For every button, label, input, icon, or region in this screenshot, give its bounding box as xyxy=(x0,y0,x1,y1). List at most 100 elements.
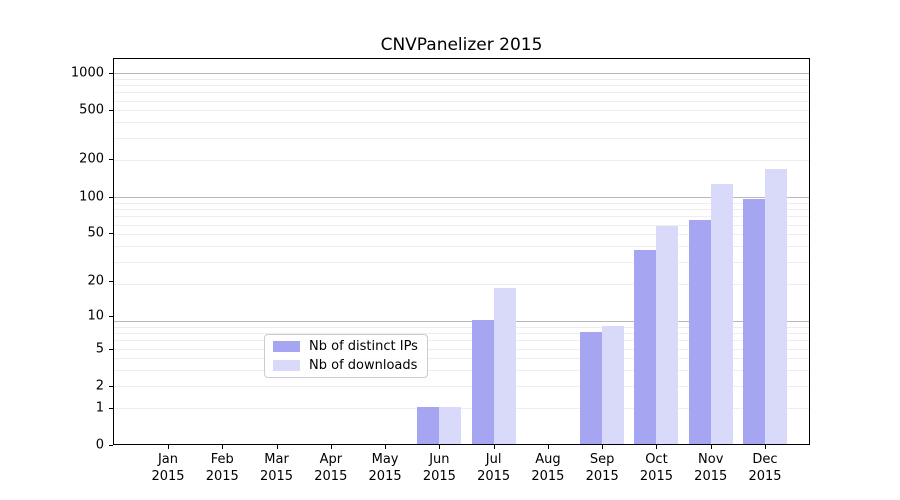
x-tick-label-mar: Mar 2015 xyxy=(242,451,312,485)
bar-downloads-sep xyxy=(602,325,625,444)
gridline-minor xyxy=(114,261,809,263)
month-label: Jan xyxy=(157,452,179,467)
year-label: 2015 xyxy=(477,469,511,484)
bar-downloads-dec xyxy=(765,168,787,444)
x-tick-label-nov: Nov 2015 xyxy=(676,451,746,485)
year-label: 2015 xyxy=(259,469,294,484)
year-label: 2015 xyxy=(531,469,565,484)
gridline-minor xyxy=(114,209,809,211)
x-tick-mark xyxy=(276,445,278,449)
gridline-minor xyxy=(114,216,809,218)
y-tick-label: 50 xyxy=(87,225,104,241)
legend-swatch xyxy=(273,359,300,371)
x-tick-mark xyxy=(547,445,549,449)
legend-row: Nb of distinct IPs xyxy=(273,338,419,356)
gridline-minor xyxy=(114,224,809,226)
y-tick-mark xyxy=(109,110,113,112)
gridline-minor xyxy=(114,283,809,285)
year-label: 2015 xyxy=(639,469,673,484)
legend-label: Nb of downloads xyxy=(309,357,418,373)
gridline-minor xyxy=(114,137,809,139)
y-tick-mark xyxy=(109,445,113,446)
y-tick-label: 500 xyxy=(79,102,104,118)
month-label: Jul xyxy=(485,452,502,467)
gridline-minor xyxy=(114,333,809,335)
month-label: Sep xyxy=(589,452,615,467)
y-tick-label: 5 xyxy=(95,341,104,357)
x-tick-label-apr: Apr 2015 xyxy=(296,451,366,485)
month-label: Apr xyxy=(319,452,343,467)
legend-row: Nb of downloads xyxy=(273,357,419,375)
y-tick-mark xyxy=(109,233,113,235)
x-tick-label-may: May 2015 xyxy=(350,451,420,485)
chart-title: CNVPanelizer 2015 xyxy=(380,35,543,55)
x-tick-mark xyxy=(493,445,495,449)
y-tick-label: 0 xyxy=(95,437,104,453)
gridline-minor xyxy=(114,100,809,102)
y-tick-label: 200 xyxy=(79,151,104,167)
gridline-major xyxy=(114,197,809,199)
gridline-minor xyxy=(114,202,809,204)
x-tick-mark xyxy=(439,445,441,449)
gridline-minor xyxy=(114,110,809,112)
month-label: May xyxy=(371,452,399,467)
y-tick-mark xyxy=(109,73,113,74)
gridline-major xyxy=(114,73,809,75)
y-tick-label: 1000 xyxy=(70,65,104,81)
x-tick-label-aug: Aug 2015 xyxy=(513,451,583,485)
gridline-minor xyxy=(114,85,809,87)
x-tick-label-oct: Oct 2015 xyxy=(621,451,691,485)
x-tick-mark xyxy=(168,445,169,449)
x-tick-label-jun: Jun 2015 xyxy=(404,451,474,485)
bar-ips-jun xyxy=(417,406,440,444)
bar-downloads-jul xyxy=(493,288,516,444)
year-label: 2015 xyxy=(151,469,185,484)
gridline-minor xyxy=(114,370,809,372)
bar-downloads-jun xyxy=(439,406,462,444)
bar-ips-nov xyxy=(688,220,711,444)
y-tick-mark xyxy=(109,281,113,283)
y-tick-mark xyxy=(109,348,113,350)
gridline-minor xyxy=(114,246,809,248)
y-tick-mark xyxy=(109,385,113,387)
gridline-minor xyxy=(114,385,809,387)
x-tick-label-feb: Feb 2015 xyxy=(187,451,257,485)
gridline-minor xyxy=(114,326,809,328)
gridline-minor xyxy=(114,78,809,80)
y-tick-mark xyxy=(109,196,113,198)
gridline-major xyxy=(114,321,809,323)
gridline-minor xyxy=(114,340,809,342)
month-label: Dec xyxy=(752,452,778,467)
y-tick-label: 20 xyxy=(87,273,104,289)
bar-downloads-nov xyxy=(710,184,733,444)
y-tick-label: 1 xyxy=(95,400,104,416)
x-tick-label-jul: Jul 2015 xyxy=(459,451,529,485)
year-label: 2015 xyxy=(314,469,348,484)
month-label: Mar xyxy=(264,452,289,467)
gridline-minor xyxy=(114,122,809,124)
x-tick-mark xyxy=(765,445,766,449)
x-tick-mark xyxy=(385,445,387,449)
y-tick-label: 2 xyxy=(95,378,104,394)
y-tick-mark xyxy=(109,159,113,161)
y-tick-mark xyxy=(109,407,113,409)
plot-area xyxy=(113,58,810,445)
month-label: Nov xyxy=(698,452,724,467)
legend-swatch xyxy=(273,341,300,353)
month-label: Oct xyxy=(645,452,668,467)
y-tick-label: 10 xyxy=(87,308,104,324)
bar-ips-sep xyxy=(580,332,603,444)
legend-label: Nb of distinct IPs xyxy=(309,339,418,355)
x-tick-mark xyxy=(602,445,604,449)
bar-ips-dec xyxy=(743,199,765,444)
y-tick-mark xyxy=(109,315,113,317)
year-label: 2015 xyxy=(585,469,619,484)
bar-downloads-oct xyxy=(656,226,679,444)
year-label: 2015 xyxy=(422,469,456,484)
gridline-minor xyxy=(114,159,809,161)
gridline-minor xyxy=(114,348,809,350)
gridline-minor xyxy=(114,92,809,94)
x-tick-mark xyxy=(710,445,712,449)
x-tick-label-sep: Sep 2015 xyxy=(567,451,637,485)
